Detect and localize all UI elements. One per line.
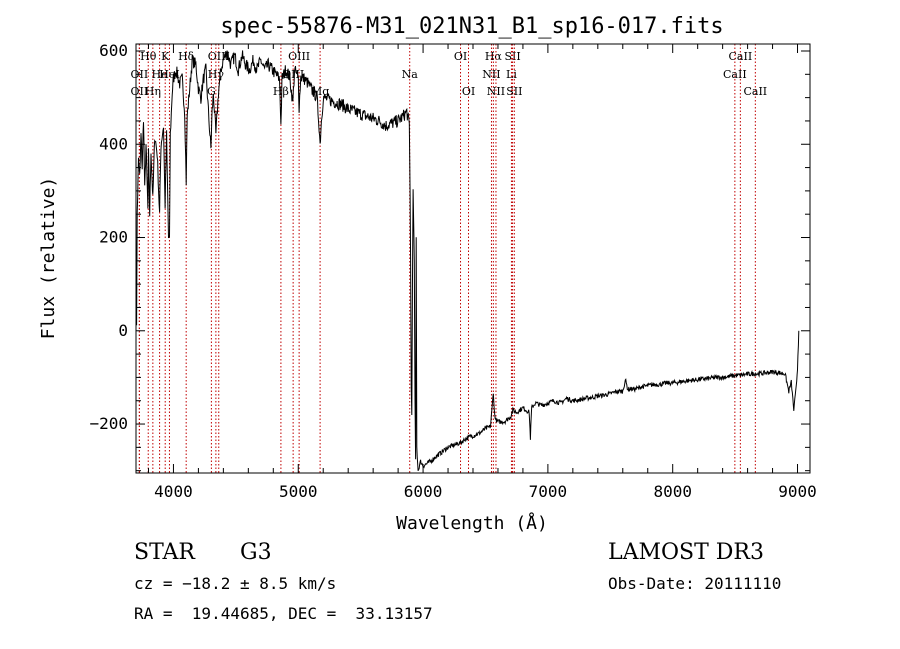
- line-marker-label: CaII: [723, 68, 747, 81]
- line-marker-label: CaII: [743, 85, 767, 98]
- y-axis-label: Flux (relative): [38, 177, 59, 340]
- line-marker-label: NII: [482, 68, 500, 81]
- line-marker-label: Li: [506, 68, 517, 81]
- x-tick-label: 8000: [653, 482, 692, 501]
- x-tick-label: 9000: [778, 482, 817, 501]
- x-tick-label: 7000: [529, 482, 568, 501]
- line-marker-label: Hδ: [178, 50, 195, 63]
- x-axis-label: Wavelength (Å): [396, 512, 548, 534]
- line-marker-label: OIII: [208, 50, 230, 63]
- spectrum-chart: spec-55876-M31_021N31_B1_sp16-017.fits H…: [38, 14, 817, 534]
- line-marker-label: CaII: [729, 50, 753, 63]
- plot-frame: [135, 43, 811, 474]
- object-subclass: G3: [240, 540, 272, 565]
- x-tick-label: 4000: [154, 482, 193, 501]
- x-tick-label: 6000: [404, 482, 443, 501]
- line-marker-label: K: [161, 50, 170, 63]
- observation-date: Obs-Date: 20111110: [608, 574, 782, 593]
- line-marker-label: Hα: [485, 50, 503, 63]
- line-marker-label: OII: [131, 85, 149, 98]
- chart-title: spec-55876-M31_021N31_B1_sp16-017.fits: [220, 14, 723, 39]
- line-marker-label: OI: [454, 50, 467, 63]
- line-marker-label: Hθ: [140, 50, 157, 63]
- line-marker-label: G: [207, 85, 216, 98]
- line-marker-label: NII: [487, 85, 505, 98]
- y-tick-label: 0: [118, 321, 128, 340]
- y-tick-label: 200: [99, 228, 128, 247]
- coordinates-text: RA = 19.44685, DEC = 33.13157: [134, 604, 433, 623]
- axis-ticks: 4000 5000 6000 7000 8000 9000 −200 0 200 400 600: [89, 41, 816, 501]
- redshift-text: cz = −18.2 ± 8.5 km/s: [134, 574, 337, 593]
- y-tick-label: 400: [99, 134, 128, 153]
- object-class: STAR: [134, 540, 195, 565]
- line-marker-label: OI: [462, 85, 475, 98]
- y-tick-label: 600: [99, 41, 128, 60]
- line-marker-label: He: [152, 68, 168, 81]
- line-marker-label: Hη: [145, 85, 161, 98]
- line-marker-label: Hβ: [273, 85, 289, 98]
- y-tick-label: −200: [89, 414, 128, 433]
- spectrum-line: [135, 50, 800, 472]
- line-marker-label: SII: [506, 85, 522, 98]
- x-tick-label: 5000: [279, 482, 318, 501]
- survey-name: LAMOST DR3: [608, 540, 764, 565]
- line-markers: HθOIIOIIHeHηKHeIHδOIIIHγGOIIIOIIIHβMgNaO…: [131, 44, 767, 473]
- line-marker-label: SII: [504, 50, 520, 63]
- line-marker-label: Na: [402, 68, 419, 81]
- line-marker-label: OIII: [288, 50, 310, 63]
